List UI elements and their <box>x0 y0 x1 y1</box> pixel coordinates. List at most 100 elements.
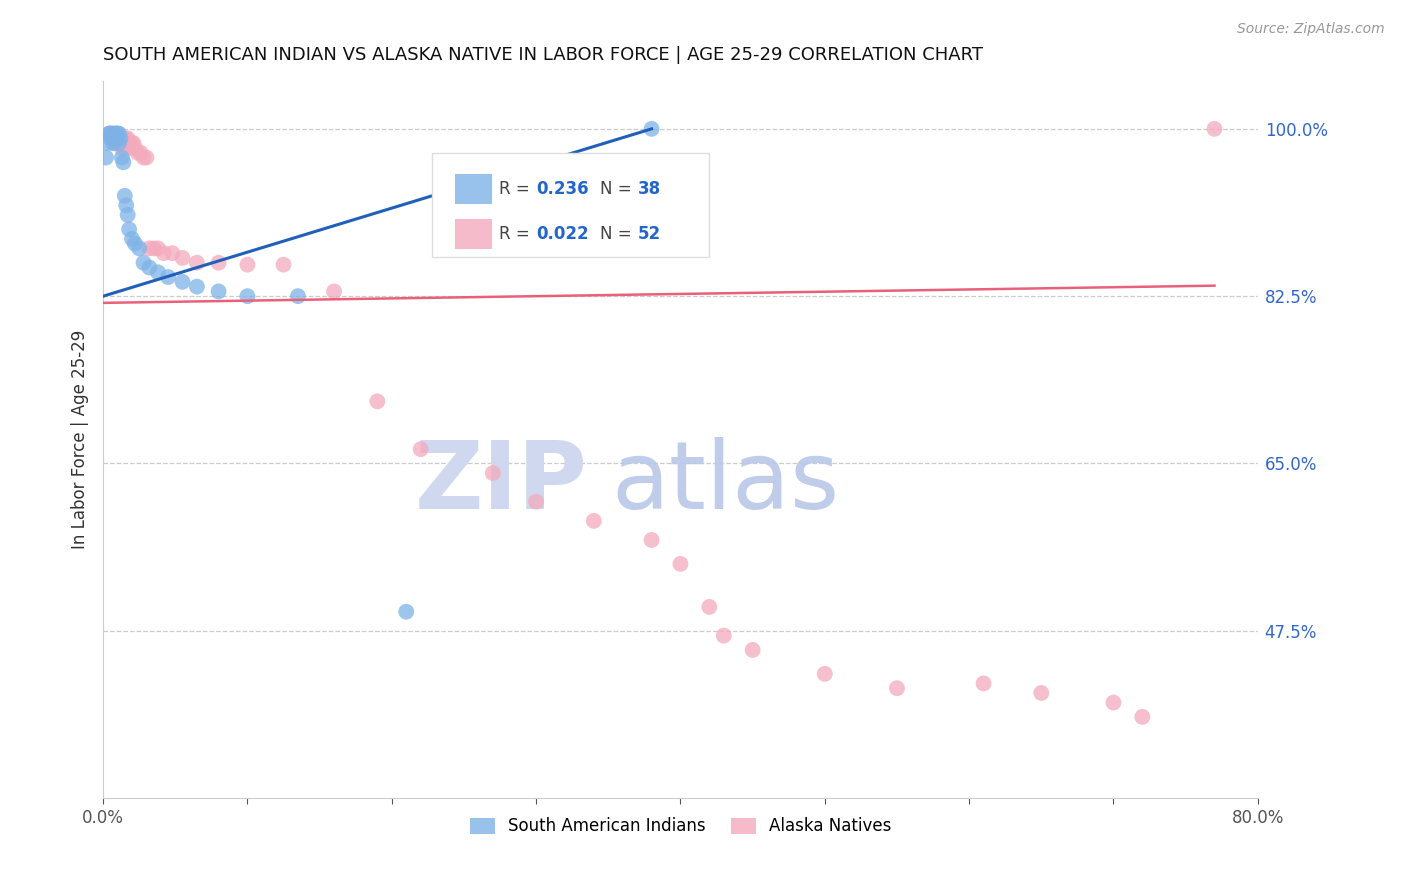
Point <box>287 289 309 303</box>
Point <box>118 222 141 236</box>
Point <box>323 285 346 299</box>
Point <box>122 136 145 151</box>
Point <box>236 289 259 303</box>
Point <box>129 145 152 160</box>
Point <box>115 131 138 145</box>
Point <box>103 131 125 145</box>
Point <box>111 141 134 155</box>
FancyBboxPatch shape <box>456 174 492 204</box>
Point <box>1204 121 1226 136</box>
Point <box>207 256 229 270</box>
Text: N =: N = <box>599 180 637 198</box>
Point <box>138 241 160 255</box>
Point <box>127 145 149 160</box>
Point <box>582 514 605 528</box>
Point <box>107 127 129 141</box>
Point <box>409 442 432 457</box>
Point <box>112 155 135 169</box>
Point <box>135 151 157 165</box>
Point <box>146 265 169 279</box>
Point <box>103 136 125 151</box>
Point <box>395 605 418 619</box>
Point <box>110 131 132 145</box>
Point <box>121 232 143 246</box>
Text: 0.236: 0.236 <box>536 180 589 198</box>
Point <box>115 198 138 212</box>
Point <box>524 494 547 508</box>
Point <box>366 394 388 409</box>
Point <box>108 131 131 145</box>
Point <box>1031 686 1053 700</box>
FancyBboxPatch shape <box>456 219 492 249</box>
Point <box>973 676 995 690</box>
Point <box>97 127 120 141</box>
Point <box>273 258 295 272</box>
Point <box>97 127 120 141</box>
Point <box>104 127 127 141</box>
Point <box>124 236 146 251</box>
Text: SOUTH AMERICAN INDIAN VS ALASKA NATIVE IN LABOR FORCE | AGE 25-29 CORRELATION CH: SOUTH AMERICAN INDIAN VS ALASKA NATIVE I… <box>103 46 983 64</box>
Point <box>108 127 131 141</box>
Point <box>104 131 127 145</box>
Point <box>146 241 169 255</box>
Point <box>640 533 662 547</box>
Text: R =: R = <box>499 225 536 243</box>
Point <box>124 141 146 155</box>
Point <box>132 256 155 270</box>
Point <box>132 151 155 165</box>
FancyBboxPatch shape <box>432 153 709 257</box>
Point <box>111 151 134 165</box>
Point <box>162 246 184 260</box>
Point <box>112 131 135 145</box>
Point <box>94 151 117 165</box>
Point <box>101 131 124 145</box>
Text: 52: 52 <box>638 225 661 243</box>
Point <box>697 599 720 614</box>
Legend: South American Indians, Alaska Natives: South American Indians, Alaska Natives <box>461 809 900 844</box>
Point <box>105 127 128 141</box>
Point <box>152 246 174 260</box>
Text: atlas: atlas <box>612 436 839 529</box>
Point <box>142 241 165 255</box>
Point <box>107 127 129 141</box>
Text: ZIP: ZIP <box>415 436 588 529</box>
Point <box>207 285 229 299</box>
Point <box>114 141 136 155</box>
Point <box>741 643 763 657</box>
Point <box>118 136 141 151</box>
Point <box>105 131 128 145</box>
Point <box>1102 696 1125 710</box>
Point <box>103 127 125 141</box>
Point <box>128 241 150 255</box>
Point <box>114 188 136 202</box>
Point <box>186 256 208 270</box>
Point <box>98 127 121 141</box>
Point <box>121 136 143 151</box>
Point <box>157 270 180 285</box>
Point <box>101 127 124 141</box>
Point <box>98 131 121 145</box>
Point <box>669 557 692 571</box>
Point <box>104 136 127 151</box>
Point <box>117 131 139 145</box>
Point <box>814 666 837 681</box>
Point <box>886 681 908 696</box>
Point <box>104 131 127 145</box>
Point <box>110 136 132 151</box>
Point <box>120 141 142 155</box>
Point <box>138 260 160 275</box>
Text: 0.022: 0.022 <box>536 225 589 243</box>
Text: R =: R = <box>499 180 536 198</box>
Text: 38: 38 <box>638 180 661 198</box>
Point <box>236 258 259 272</box>
Point <box>107 131 129 145</box>
Point <box>108 136 131 151</box>
Point <box>105 127 128 141</box>
Point <box>172 275 194 289</box>
Point <box>1130 710 1153 724</box>
Point <box>96 136 118 151</box>
Point <box>713 629 735 643</box>
Text: N =: N = <box>599 225 637 243</box>
Y-axis label: In Labor Force | Age 25-29: In Labor Force | Age 25-29 <box>72 330 89 549</box>
Point <box>640 121 662 136</box>
